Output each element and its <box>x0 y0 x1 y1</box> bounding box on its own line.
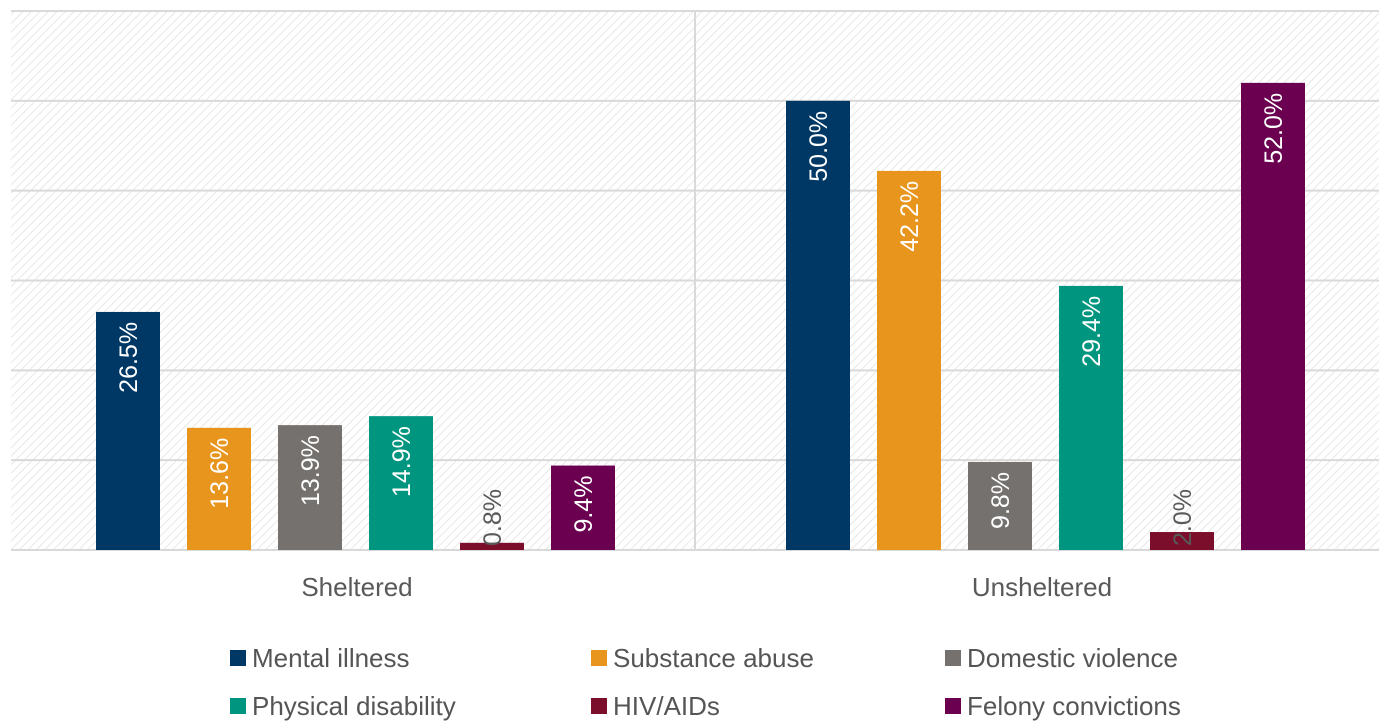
data-label: 9.8% <box>987 472 1015 529</box>
legend-label: Physical disability <box>252 690 456 721</box>
legend-item: Felony convictions <box>945 686 1181 726</box>
x-axis-tick-labels: Sheltered Unsheltered <box>301 572 1112 602</box>
data-label: 52.0% <box>1260 93 1288 164</box>
bar-mental-illness-unsheltered <box>786 100 850 550</box>
legend-label: Mental illness <box>252 642 410 673</box>
bar-domestic-violence-sheltered <box>278 425 342 550</box>
legend-label: Domestic violence <box>967 642 1178 673</box>
data-label: 9.4% <box>570 476 598 533</box>
bar-substance-abuse-sheltered <box>187 427 251 550</box>
legend-item: Domestic violence <box>945 638 1178 678</box>
data-label: 13.6% <box>206 438 234 509</box>
data-label: 29.4% <box>1078 296 1106 367</box>
legend-swatch <box>230 650 246 666</box>
legend-item: Substance abuse <box>591 638 814 678</box>
bars: 26.5% 13.6% 13.9% 14.9% 0.8% 9.4% 50.0% 42.2% 9.… <box>96 82 1305 551</box>
x-tick-label: Unsheltered <box>972 572 1112 602</box>
data-label: 50.0% <box>805 111 833 182</box>
data-label: 2.0% <box>1169 489 1197 546</box>
bar-felony-convictions-unsheltered <box>1241 82 1305 550</box>
bar-physical-disability-unsheltered <box>1059 285 1123 550</box>
legend-swatch <box>591 650 607 666</box>
legend-label: HIV/AIDs <box>613 690 720 721</box>
legend-label: Felony convictions <box>967 690 1181 721</box>
legend-item: Mental illness <box>230 638 410 678</box>
data-label: 0.8% <box>479 489 507 546</box>
legend-swatch <box>591 698 607 714</box>
bar-hiv-aids-sheltered <box>460 542 524 550</box>
bar-felony-convictions-sheltered <box>551 465 615 550</box>
bar-domestic-violence-unsheltered <box>968 461 1032 550</box>
bar-mental-illness-sheltered <box>96 311 160 550</box>
legend-item: Physical disability <box>230 686 456 726</box>
legend-label: Substance abuse <box>613 642 814 673</box>
data-label: 42.2% <box>896 181 924 252</box>
data-label: 26.5% <box>115 322 143 393</box>
bar-substance-abuse-unsheltered <box>877 170 941 551</box>
data-label: 14.9% <box>388 426 416 497</box>
bar-physical-disability-sheltered <box>369 416 433 550</box>
legend-swatch <box>945 650 961 666</box>
x-tick-label: Sheltered <box>301 572 412 602</box>
legend-item: HIV/AIDs <box>591 686 720 726</box>
legend-swatch <box>230 698 246 714</box>
legend-swatch <box>945 698 961 714</box>
bar-chart: 26.5% 13.6% 13.9% 14.9% 0.8% 9.4% 50.0% 42.2% 9.… <box>11 10 1379 602</box>
bar-hiv-aids-unsheltered <box>1150 532 1214 550</box>
legend: Mental illness Substance abuse Domestic vi… <box>0 630 1379 726</box>
data-label: 13.9% <box>297 435 325 506</box>
